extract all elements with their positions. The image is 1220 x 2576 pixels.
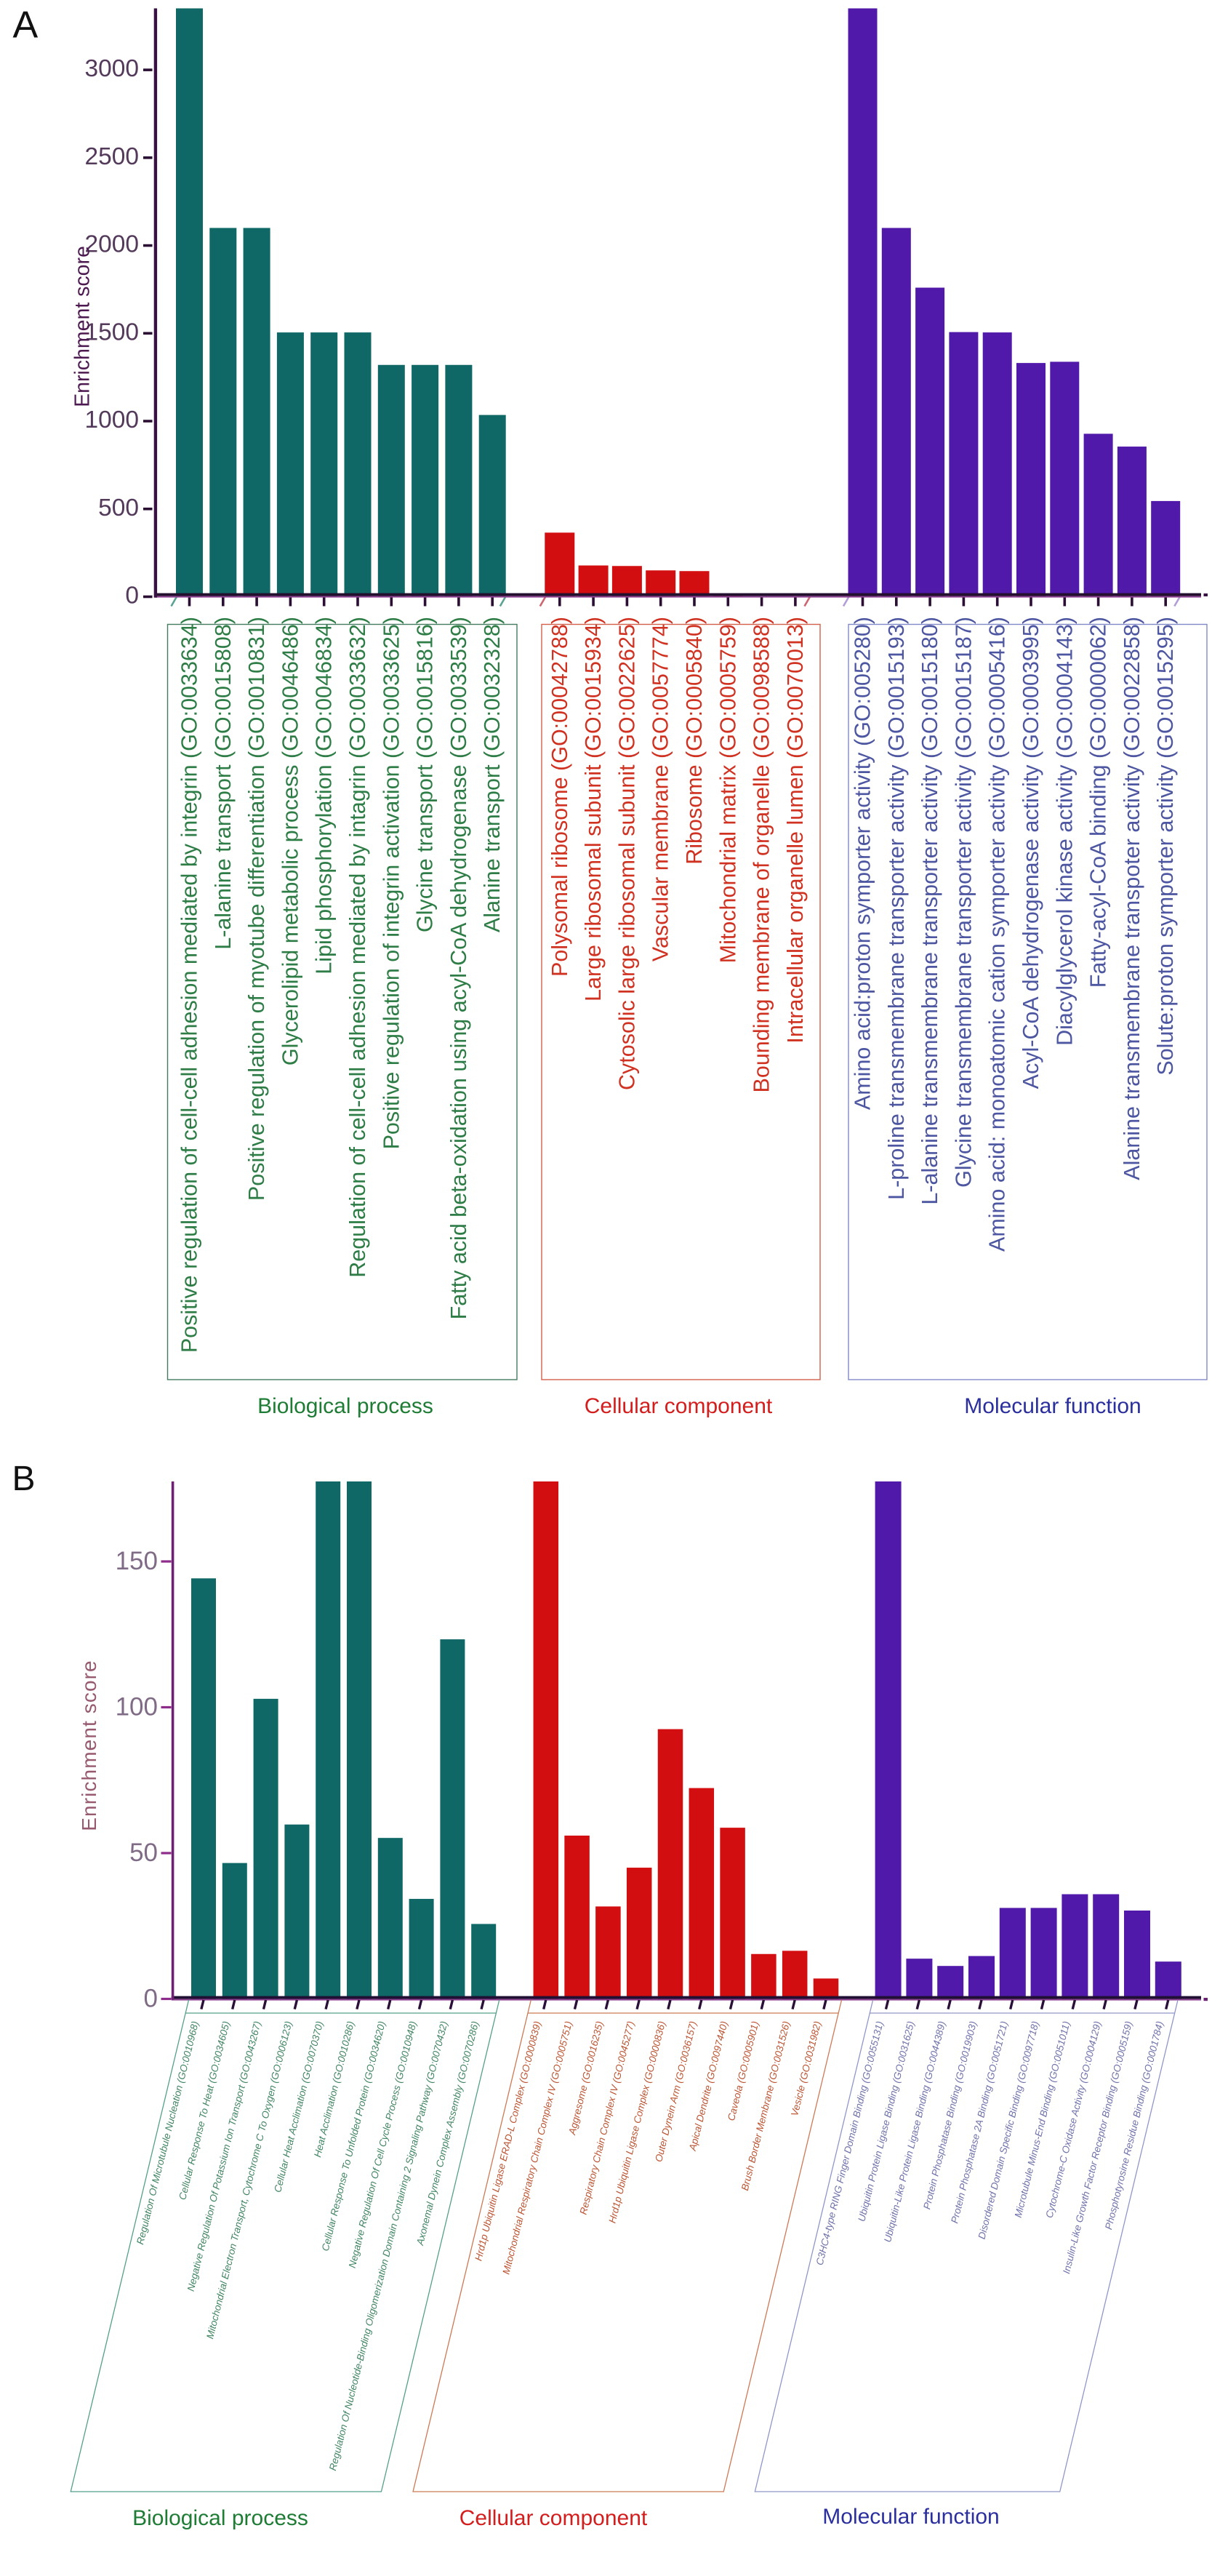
svg-text:Glycine transport (GO:0015816): Glycine transport (GO:0015816): [413, 617, 438, 932]
svg-text:Fatty acid beta-oxidation usin: Fatty acid beta-oxidation using acyl-CoA…: [446, 617, 471, 1319]
svg-text:A: A: [13, 4, 39, 47]
svg-text:Enrichment score: Enrichment score: [71, 246, 95, 407]
svg-text:Biological process: Biological process: [132, 2506, 308, 2530]
svg-text:3000: 3000: [84, 55, 139, 82]
svg-text:Cellular component: Cellular component: [585, 1394, 773, 1418]
svg-text:Enrichment score: Enrichment score: [78, 1660, 100, 1831]
svg-text:L-alanine transmembrane transp: L-alanine transmembrane transporter acti…: [918, 617, 942, 1205]
svg-text:100: 100: [116, 1693, 158, 1721]
svg-text:B: B: [12, 1460, 36, 1498]
svg-text:Regulation of cell-cell adhesi: Regulation of cell-cell adhesion mediate…: [345, 617, 370, 1278]
svg-text:Solute:proton symporter activi: Solute:proton symporter activity (GO:001…: [1153, 617, 1178, 1076]
svg-text:Molecular function: Molecular function: [822, 2505, 999, 2529]
svg-text:1500: 1500: [84, 319, 139, 345]
svg-text:Cellular component: Cellular component: [459, 2506, 648, 2530]
svg-text:Amino acid: monoatomic cation: Amino acid: monoatomic cation symporter …: [985, 617, 1010, 1252]
svg-text:Positive regulation of integri: Positive regulation of integrin activati…: [379, 617, 404, 1149]
svg-text:Diacylglycerol kinase activity: Diacylglycerol kinase activity (GO:00041…: [1052, 617, 1077, 1046]
svg-text:500: 500: [98, 495, 139, 521]
svg-text:Amino acid:proton symporter ac: Amino acid:proton symporter activity (GO…: [851, 617, 875, 1110]
svg-text:Positive regulation of cell-ce: Positive regulation of cell-cell adhesio…: [177, 617, 202, 1353]
svg-text:Positive regulation of myotube: Positive regulation of myotube different…: [244, 617, 269, 1201]
svg-text:0: 0: [144, 1985, 158, 2013]
svg-text:L-alanine transport (GO:001580: L-alanine transport (GO:0015808): [211, 617, 236, 950]
svg-text:Biological process: Biological process: [257, 1394, 433, 1418]
svg-text:Vascular membrane (GO:0057774): Vascular membrane (GO:0057774): [649, 617, 673, 961]
svg-text:Cytosolic large ribosomal subu: Cytosolic large ribosomal subunit (GO:00…: [614, 617, 639, 1090]
svg-text:Mitochondrial matrix (GO:00057: Mitochondrial matrix (GO:0005759): [715, 617, 740, 963]
svg-text:2500: 2500: [84, 143, 139, 170]
svg-text:L-proline transmembrane transp: L-proline transmembrane transporter acti…: [884, 617, 909, 1200]
svg-text:150: 150: [116, 1547, 158, 1575]
svg-text:Fatty-acyl-CoA binding (GO:000: Fatty-acyl-CoA binding (GO:0000062): [1086, 617, 1111, 988]
svg-text:Glycine transmembrane transpor: Glycine transmembrane transporter activi…: [951, 617, 976, 1188]
svg-text:50: 50: [129, 1839, 158, 1867]
svg-text:Ribosome (GO:0005840): Ribosome (GO:0005840): [682, 617, 707, 865]
svg-text:Glycerolipid metabolic process: Glycerolipid metabolic process (GO:00464…: [278, 617, 302, 1065]
svg-text:Alanine transmembrane transpot: Alanine transmembrane transpoter activit…: [1120, 617, 1144, 1180]
svg-text:Polysomal ribosome (GO:0004278: Polysomal ribosome (GO:00042788): [547, 617, 572, 977]
svg-text:Molecular function: Molecular function: [964, 1394, 1141, 1418]
svg-text:0: 0: [125, 583, 139, 609]
svg-text:Intracellular organelle lumen: Intracellular organelle lumen (GO:007001…: [783, 617, 808, 1044]
svg-text:Acyl-CoA dehydrogenase activit: Acyl-CoA dehydrogenase activity (GO:0003…: [1019, 617, 1043, 1089]
svg-text:Alanine transport (GO:0032328): Alanine transport (GO:0032328): [480, 617, 505, 932]
svg-text:1000: 1000: [84, 407, 139, 433]
svg-text:Lipid phosphorylation (GO:0046: Lipid phosphorylation (GO:0046834): [312, 617, 337, 975]
svg-text:Bounding membrane of organelle: Bounding membrane of organelle (GO:00985…: [750, 617, 774, 1092]
svg-text:2000: 2000: [84, 231, 139, 258]
svg-text:Large ribosomal subunit (GO:00: Large ribosomal subunit (GO:0015934): [581, 617, 606, 1001]
